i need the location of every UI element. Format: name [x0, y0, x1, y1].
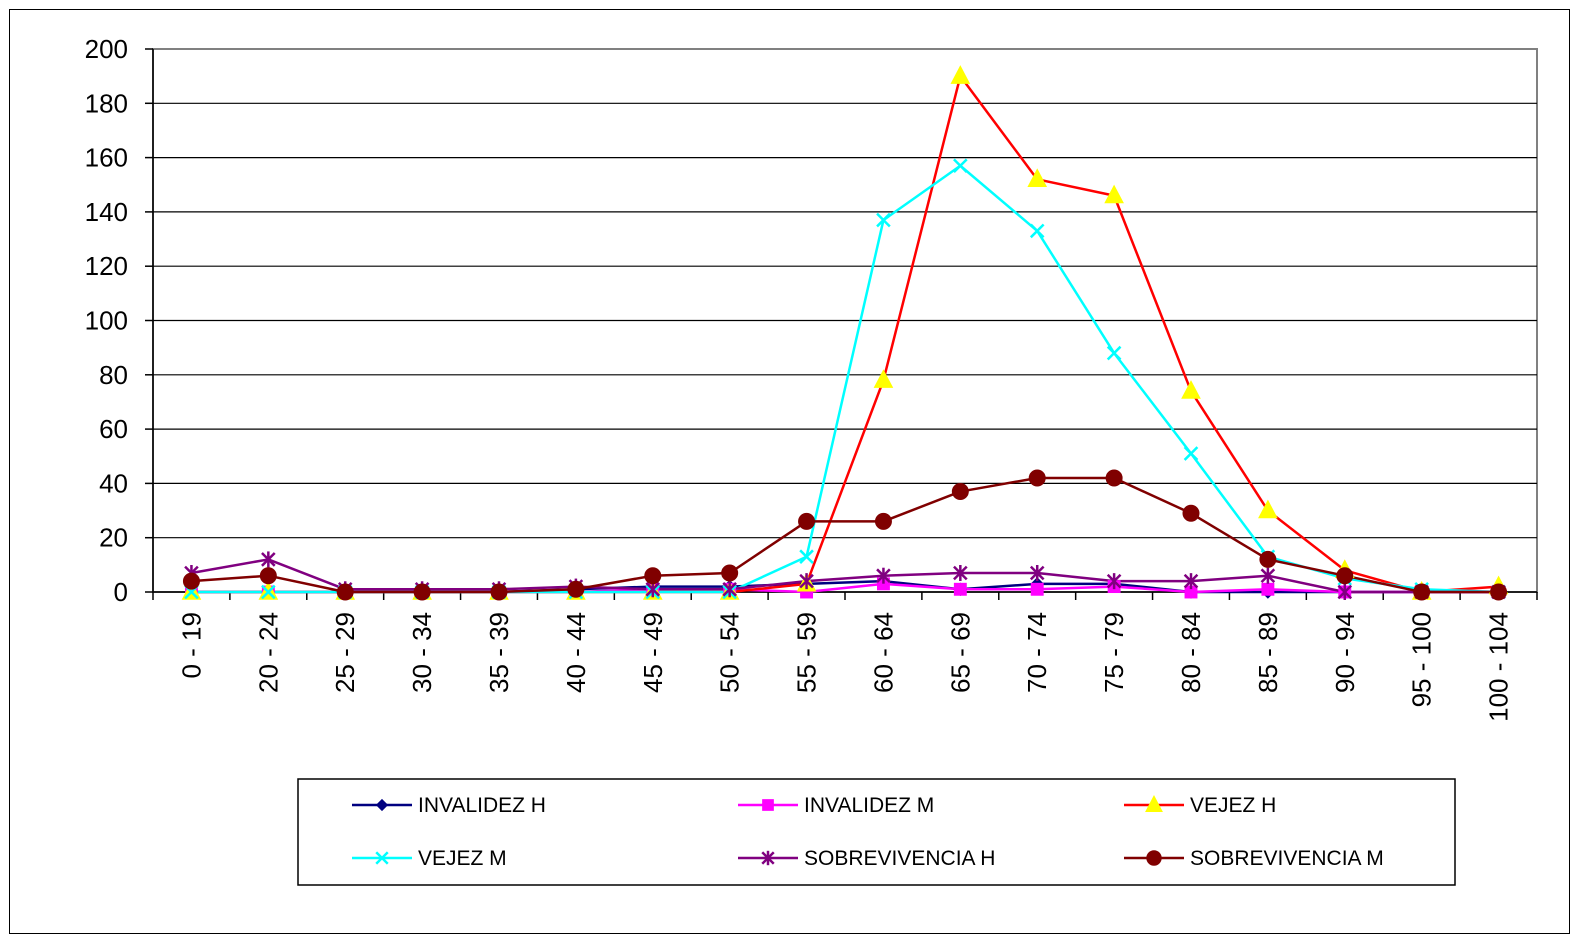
- x-tick-label: 60 - 64: [868, 612, 898, 693]
- x-tick-label: 75 - 79: [1099, 612, 1129, 693]
- y-tick-label: 160: [85, 143, 128, 173]
- x-tick-label: 80 - 84: [1176, 612, 1206, 693]
- x-tick-label: 50 - 54: [715, 612, 745, 693]
- legend-label: INVALIDEZ M: [804, 794, 934, 817]
- legend-label: INVALIDEZ H: [418, 794, 546, 817]
- legend-label: SOBREVIVENCIA M: [1190, 847, 1384, 870]
- legend-marker: [1145, 795, 1163, 812]
- series-line-sobrevivencia-m: [191, 476, 1499, 594]
- data-point-vejez-h: [1181, 380, 1201, 399]
- legend-item-invalidez-h: INVALIDEZ H: [352, 794, 546, 817]
- data-point-sobrevivencia-h: [953, 564, 968, 581]
- data-point-sobrevivencia-m: [336, 583, 354, 601]
- data-point-sobrevivencia-m: [874, 512, 892, 530]
- x-tick-label: 90 - 94: [1330, 612, 1360, 693]
- data-point-vejez-m: [1183, 446, 1199, 461]
- y-tick-label: 40: [99, 468, 128, 498]
- legend-box: [297, 778, 1456, 886]
- data-point-vejez-m: [1029, 223, 1045, 239]
- data-point-sobrevivencia-m: [567, 580, 585, 598]
- x-tick-label: 55 - 59: [792, 612, 822, 693]
- series-line-sobrevivencia-h: [191, 558, 1499, 594]
- legend-label: VEJEZ H: [1190, 794, 1276, 817]
- data-point-sobrevivencia-m: [1028, 469, 1046, 487]
- data-point-sobrevivencia-m: [1413, 583, 1431, 601]
- data-point-vejez-m: [799, 549, 814, 564]
- legend-item-sobrevivencia-m: SOBREVIVENCIA M: [1124, 847, 1384, 870]
- legend-item-vejez-h: VEJEZ H: [1124, 794, 1276, 817]
- y-tick-label: 200: [85, 34, 128, 64]
- x-tick-label: 45 - 49: [638, 612, 668, 693]
- data-point-sobrevivencia-m: [490, 583, 508, 601]
- data-point-sobrevivencia-h: [1106, 573, 1122, 590]
- data-point-sobrevivencia-m: [1490, 583, 1508, 601]
- y-tick-label: 140: [85, 197, 128, 227]
- data-point-sobrevivencia-m: [644, 567, 662, 585]
- data-point-sobrevivencia-m: [413, 583, 431, 601]
- y-tick-label: 180: [85, 88, 128, 118]
- legend-marker: [375, 798, 389, 812]
- series-line-vejez-m: [191, 164, 1499, 594]
- legend-marker: [375, 851, 389, 865]
- x-tick-label: 95 - 100: [1407, 612, 1437, 707]
- data-point-sobrevivencia-h: [799, 573, 814, 590]
- legend-marker: [761, 850, 775, 866]
- legend-item-vejez-m: VEJEZ M: [352, 847, 507, 870]
- data-point-sobrevivencia-m: [721, 564, 739, 582]
- y-tick-label: 0: [114, 577, 128, 607]
- data-point-sobrevivencia-m: [182, 572, 200, 590]
- legend-item-sobrevivencia-h: SOBREVIVENCIA H: [738, 847, 995, 870]
- legend-item-invalidez-m: INVALIDEZ M: [738, 794, 934, 817]
- x-tick-label: 65 - 69: [945, 612, 975, 693]
- data-point-sobrevivencia-m: [259, 567, 277, 585]
- data-point-vejez-h: [1258, 499, 1278, 519]
- data-point-invalidez-m: [1261, 582, 1275, 596]
- x-tick-label: 70 - 74: [1022, 612, 1052, 693]
- legend-marker: [762, 799, 774, 811]
- data-point-vejez-h: [1104, 184, 1124, 204]
- data-point-sobrevivencia-m: [1105, 469, 1123, 487]
- legend-marker: [1146, 850, 1162, 866]
- x-tick-label: 30 - 34: [407, 612, 437, 693]
- data-point-vejez-h: [950, 65, 971, 84]
- x-tick-label: 0 - 19: [176, 612, 206, 679]
- data-point-sobrevivencia-m: [951, 483, 969, 501]
- data-point-sobrevivencia-h: [1183, 573, 1199, 590]
- x-tick-label: 20 - 24: [253, 612, 283, 693]
- x-tick-label: 85 - 89: [1253, 612, 1283, 693]
- data-point-sobrevivencia-h: [1337, 584, 1353, 600]
- data-point-sobrevivencia-h: [722, 581, 737, 598]
- data-point-vejez-m: [953, 158, 968, 174]
- data-point-vejez-h: [1027, 168, 1048, 188]
- x-tick-label: 35 - 39: [484, 612, 514, 693]
- x-tick-label: 40 - 44: [561, 612, 591, 693]
- data-point-sobrevivencia-m: [1336, 567, 1354, 585]
- data-point-sobrevivencia-m: [798, 512, 816, 530]
- data-point-sobrevivencia-h: [1029, 564, 1045, 581]
- data-point-sobrevivencia-h: [1260, 567, 1276, 584]
- data-point-vejez-h: [873, 369, 894, 388]
- legend-label: VEJEZ M: [418, 847, 507, 870]
- data-point-sobrevivencia-m: [1182, 504, 1200, 522]
- y-tick-label: 20: [99, 523, 128, 553]
- x-tick-label: 25 - 29: [330, 612, 360, 693]
- data-point-sobrevivencia-h: [876, 567, 891, 584]
- y-tick-label: 60: [99, 414, 128, 444]
- data-point-invalidez-m: [953, 582, 967, 596]
- y-tick-label: 80: [99, 360, 128, 390]
- data-point-vejez-m: [876, 212, 891, 228]
- data-point-sobrevivencia-h: [261, 551, 276, 568]
- data-point-vejez-m: [261, 584, 276, 600]
- data-point-invalidez-m: [1030, 582, 1044, 596]
- x-tick-label: 100 - 104: [1484, 612, 1514, 722]
- data-point-vejez-m: [1106, 345, 1122, 361]
- data-point-sobrevivencia-m: [1259, 550, 1277, 568]
- legend-label: SOBREVIVENCIA H: [804, 847, 995, 870]
- y-tick-label: 120: [85, 251, 128, 281]
- series-line-vejez-h: [191, 74, 1499, 594]
- y-tick-label: 100: [85, 306, 128, 336]
